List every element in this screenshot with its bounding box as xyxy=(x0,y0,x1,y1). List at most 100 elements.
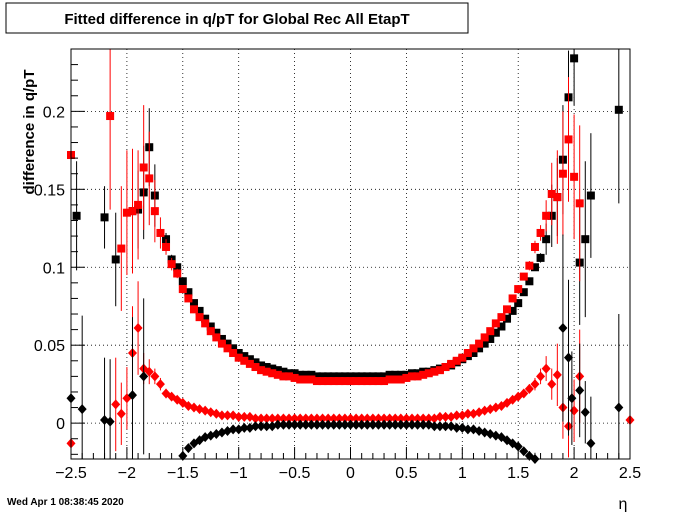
x-tick-label: −0.5 xyxy=(279,465,311,482)
data-point-square xyxy=(268,364,277,373)
data-point-diamond xyxy=(273,419,283,430)
data-point-diamond xyxy=(284,419,294,430)
data-point-diamond xyxy=(390,419,400,430)
x-tick-label: 1.5 xyxy=(507,465,529,482)
data-point-diamond xyxy=(530,379,540,390)
data-point-diamond xyxy=(111,399,121,410)
data-point-square xyxy=(128,207,137,216)
data-point-square xyxy=(145,174,154,183)
data-point-square xyxy=(614,105,623,114)
data-point-diamond xyxy=(373,419,383,430)
data-point-square xyxy=(547,189,556,198)
data-point-diamond xyxy=(429,421,439,432)
data-point-diamond xyxy=(435,421,445,432)
data-point-diamond xyxy=(441,421,451,432)
data-series xyxy=(66,234,624,464)
data-point-diamond xyxy=(418,419,428,430)
data-point-diamond xyxy=(273,413,283,424)
data-point-square xyxy=(447,359,456,368)
data-point-diamond xyxy=(413,413,423,424)
data-point-square xyxy=(329,377,338,386)
data-point-square xyxy=(273,366,282,375)
data-point-square xyxy=(150,207,159,216)
data-point-square xyxy=(363,377,372,386)
data-point-diamond xyxy=(413,419,423,430)
data-point-square xyxy=(268,369,277,378)
data-point-diamond xyxy=(407,413,417,424)
data-point-diamond xyxy=(306,419,316,430)
data-point-diamond xyxy=(536,371,546,382)
data-point-square xyxy=(486,327,495,336)
data-point-square xyxy=(178,285,187,294)
data-point-square xyxy=(189,299,198,308)
data-point-diamond xyxy=(519,388,529,399)
data-point-square xyxy=(307,370,316,379)
y-tick-label: 0.05 xyxy=(34,338,65,355)
data-point-diamond xyxy=(586,438,596,449)
data-point-diamond xyxy=(418,413,428,424)
x-tick-label: 2 xyxy=(570,465,579,482)
data-point-diamond xyxy=(541,363,551,374)
data-point-square xyxy=(117,244,126,253)
data-point-square xyxy=(195,306,204,315)
data-point-diamond xyxy=(267,413,277,424)
data-point-square xyxy=(368,377,377,386)
data-point-square xyxy=(519,272,528,281)
data-point-diamond xyxy=(513,441,523,452)
data-point-diamond xyxy=(340,413,350,424)
data-point-square xyxy=(245,359,254,368)
data-point-square xyxy=(380,372,389,381)
data-point-diamond xyxy=(362,419,372,430)
data-point-diamond xyxy=(401,413,411,424)
data-point-diamond xyxy=(301,413,311,424)
data-point-square xyxy=(497,322,506,331)
data-point-square xyxy=(508,294,517,303)
data-point-square xyxy=(570,172,579,181)
data-point-diamond xyxy=(407,419,417,430)
data-point-square xyxy=(463,348,472,357)
data-point-square xyxy=(357,372,366,381)
data-point-diamond xyxy=(351,419,361,430)
data-point-square xyxy=(553,193,562,202)
data-point-square xyxy=(530,263,539,272)
data-point-diamond xyxy=(144,366,154,377)
data-point-square xyxy=(273,370,282,379)
data-point-square xyxy=(307,375,316,384)
data-point-square xyxy=(536,228,545,237)
data-point-square xyxy=(178,277,187,286)
data-point-diamond xyxy=(295,419,305,430)
data-point-square xyxy=(312,372,321,381)
data-point-square xyxy=(106,112,115,121)
data-point-diamond xyxy=(452,410,462,421)
data-point-diamond xyxy=(234,411,244,422)
data-point-diamond xyxy=(323,419,333,430)
data-point-square xyxy=(340,372,349,381)
data-point-square xyxy=(134,200,143,209)
data-point-square xyxy=(329,372,338,381)
x-tick-label: 1 xyxy=(458,465,467,482)
data-point-square xyxy=(72,211,81,220)
data-point-square xyxy=(290,369,299,378)
data-point-diamond xyxy=(524,383,534,394)
data-series xyxy=(66,281,635,459)
data-point-diamond xyxy=(77,404,87,415)
data-point-square xyxy=(245,355,254,364)
data-point-square xyxy=(491,328,500,337)
data-point-square xyxy=(257,366,266,375)
data-point-square xyxy=(301,370,310,379)
data-point-square xyxy=(217,334,226,343)
x-tick-label: 0.5 xyxy=(395,465,417,482)
data-point-square xyxy=(206,327,215,336)
data-point-square xyxy=(525,261,534,270)
data-point-square xyxy=(223,339,232,348)
data-point-diamond xyxy=(385,413,395,424)
data-point-square xyxy=(558,169,567,178)
data-point-diamond xyxy=(278,413,288,424)
data-point-square xyxy=(184,294,193,303)
data-point-square xyxy=(486,334,495,343)
data-point-square xyxy=(391,370,400,379)
y-tick-label: 0.15 xyxy=(34,182,65,199)
data-point-diamond xyxy=(318,413,328,424)
data-point-diamond xyxy=(346,419,355,430)
